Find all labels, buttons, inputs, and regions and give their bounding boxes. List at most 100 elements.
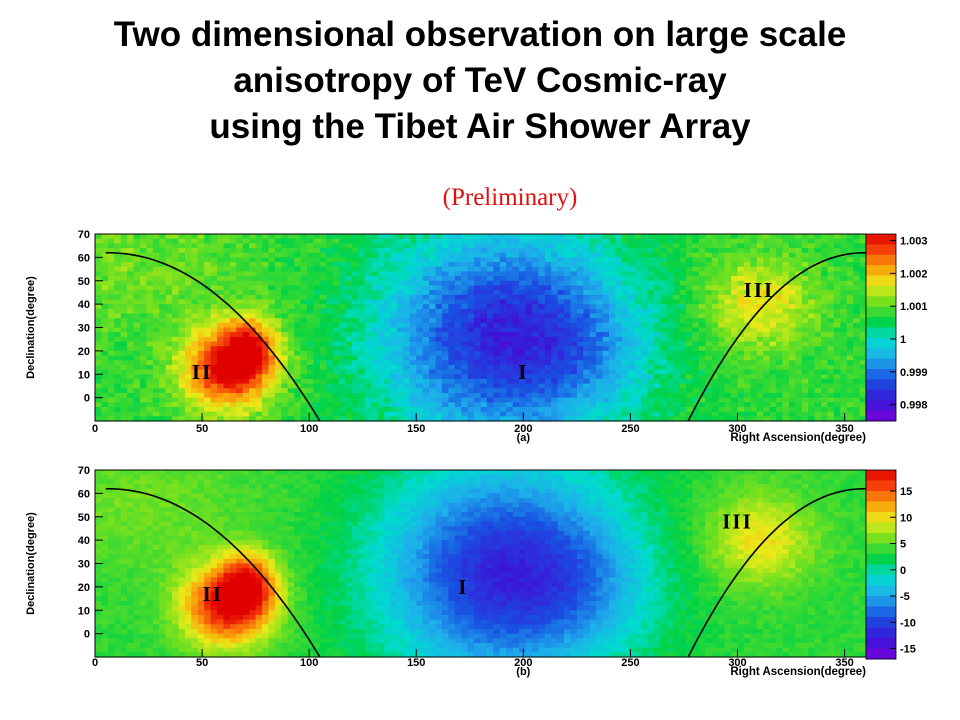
colorbar-swatch [866, 369, 896, 380]
colorbar-tick-label: 0 [900, 565, 906, 577]
colorbar-swatch [866, 491, 896, 502]
colorbar-swatch [866, 358, 896, 370]
x-tick-label: 350 [835, 657, 853, 669]
colorbar-swatch [866, 348, 896, 360]
colorbar-swatch [866, 470, 896, 481]
fov-boundary-right [687, 487, 867, 658]
x-tick-label: 250 [621, 657, 639, 669]
colorbar-swatch [866, 275, 896, 287]
y-tick-label: 10 [78, 605, 90, 617]
colorbar-swatch [866, 285, 896, 297]
panel-label: (b) [516, 666, 530, 678]
x-tick-label: 150 [407, 657, 425, 669]
x-tick-label: 200 [514, 423, 532, 435]
colorbar-swatch [866, 410, 896, 422]
heatmap-cells [95, 470, 867, 658]
colorbar-tick-label: 1.001 [900, 301, 928, 313]
y-tick-label: 60 [78, 488, 90, 500]
colorbar-swatch [866, 244, 896, 256]
x-tick-label: 0 [92, 423, 98, 435]
x-tick-label: 300 [728, 657, 746, 669]
x-tick-label: 150 [407, 423, 425, 435]
colorbar-tick-label: 1 [900, 334, 906, 346]
y-tick-label: 20 [78, 582, 90, 594]
colorbar-swatch [866, 296, 896, 308]
colorbar-swatch [866, 543, 896, 555]
x-tick-label: 300 [728, 423, 746, 435]
x-tick-label: 200 [514, 657, 532, 669]
colorbar-swatch [866, 379, 896, 391]
heatmap-cells [95, 234, 867, 422]
preliminary-label: (Preliminary) [442, 184, 578, 211]
page-title: Two dimensional observation on large sca… [0, 12, 960, 150]
colorbar-tick-label: 10 [900, 512, 912, 524]
panel-label: (a) [517, 432, 531, 444]
y-tick-label: 60 [78, 252, 90, 264]
colorbar-swatch [866, 617, 896, 628]
y-tick-label: 30 [78, 323, 90, 335]
colorbar-swatch [866, 596, 896, 607]
colorbar-swatch [866, 648, 896, 660]
x-axis-label: Right Ascension(degree) [730, 666, 866, 678]
colorbar-swatch [866, 522, 896, 534]
colorbar-swatch [866, 265, 896, 277]
colorbar-frame [865, 469, 897, 660]
colorbar-swatch [866, 254, 896, 266]
fov-boundary-right [687, 251, 867, 422]
colorbar-tick-label: -10 [900, 617, 916, 629]
title-line-2: anisotropy of TeV Cosmic-ray [233, 61, 727, 100]
colorbar-swatch [866, 317, 896, 328]
colorbar-swatch [866, 638, 896, 649]
y-tick-label: 50 [78, 276, 90, 288]
y-axis-label: Declination(degree) [25, 276, 37, 379]
colorbar-swatch [866, 389, 896, 401]
colorbar-swatch [866, 606, 896, 618]
colorbar-frame [865, 233, 897, 422]
colorbar-swatch [866, 564, 896, 576]
y-tick-label: 40 [78, 299, 90, 311]
y-tick-label: 40 [78, 535, 90, 547]
colorbar-tick-label: 1.002 [900, 268, 928, 280]
x-tick-label: 50 [196, 657, 208, 669]
colorbar-swatch [866, 234, 896, 245]
colorbar: 15 10 5 0 -5 -10 -15 [865, 469, 916, 660]
region-label-i: I [458, 575, 468, 599]
x-tick-label: 100 [300, 423, 318, 435]
colorbar-swatch [866, 575, 896, 586]
colorbar-swatch [866, 512, 896, 523]
fov-boundary-left [105, 251, 321, 422]
colorbar-tick-label: -5 [900, 591, 910, 603]
y-tick-label: 30 [78, 559, 90, 571]
title-line-3: using the Tibet Air Shower Array [209, 107, 751, 146]
x-tick-label: 50 [196, 423, 208, 435]
y-tick-label: 20 [78, 346, 90, 358]
region-label-iii: III [744, 278, 775, 302]
colorbar-swatch [866, 627, 896, 639]
colorbar-swatch [866, 533, 896, 544]
region-label-i: I [518, 360, 528, 384]
colorbar: 1.003 1.002 1.001 1 0.999 0.998 [865, 233, 928, 422]
region-label-ii: II [192, 360, 212, 384]
colorbar-tick-label: -15 [900, 644, 916, 656]
colorbar-swatch [866, 480, 896, 492]
y-tick-label: 70 [78, 229, 90, 241]
colorbar-swatch [866, 306, 896, 318]
x-tick-label: 0 [92, 657, 98, 669]
colorbar-tick-label: 5 [900, 539, 906, 551]
colorbar-swatch [866, 327, 896, 339]
colorbar-swatch [866, 585, 896, 597]
x-tick-label: 350 [835, 423, 853, 435]
title-line-1: Two dimensional observation on large sca… [113, 15, 847, 54]
x-tick-label: 250 [621, 423, 639, 435]
colorbar-tick-label: 1.003 [900, 236, 928, 248]
y-tick-label: 0 [84, 629, 90, 641]
fov-boundary-left [105, 487, 321, 658]
y-tick-label: 10 [78, 369, 90, 381]
region-label-iii: III [722, 509, 753, 533]
colorbar-tick-label: 0.998 [900, 400, 928, 412]
colorbar-tick-label: 15 [900, 486, 912, 498]
colorbar-swatch [866, 400, 896, 412]
